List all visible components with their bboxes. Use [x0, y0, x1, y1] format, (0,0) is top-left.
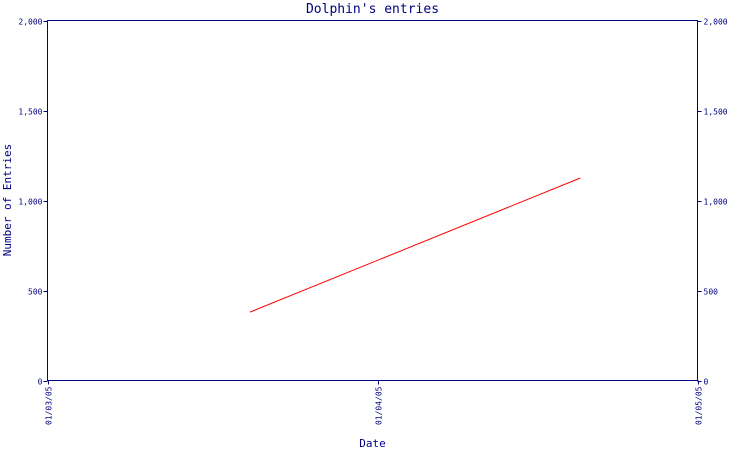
chart-title: Dolphin's entries: [306, 2, 439, 17]
y-tick-left-label: 0: [38, 378, 43, 387]
x-tick-label: 01/04/05: [375, 386, 384, 425]
x-axis-label: Date: [359, 437, 386, 450]
y-tick-left-label: 1,000: [18, 198, 42, 207]
plot-frame: [47, 20, 698, 381]
y-axis-label: Number of Entries: [1, 144, 14, 257]
y-tick-left-label: 500: [28, 288, 43, 297]
y-tick-right-label: 2,000: [704, 18, 728, 27]
x-tick-label: 01/03/05: [45, 386, 54, 425]
y-tick-left-label: 1,500: [18, 108, 42, 117]
series-layer: [249, 177, 581, 313]
y-tick-right-label: 1,500: [704, 108, 728, 117]
y-axis-left: 0 500 1,000 1,500 2,000: [18, 18, 48, 387]
y-tick-right-label: 500: [704, 288, 719, 297]
series-line: [249, 177, 581, 313]
y-tick-right-label: 1,000: [704, 198, 728, 207]
x-tick-label: 01/05/05: [695, 386, 704, 425]
y-axis-right: 0 500 1,000 1,500 2,000: [697, 18, 728, 387]
y-tick-left-label: 2,000: [18, 18, 42, 27]
x-axis: 01/03/05 01/04/05 01/05/05: [45, 380, 704, 425]
y-tick-right-label: 0: [704, 378, 709, 387]
